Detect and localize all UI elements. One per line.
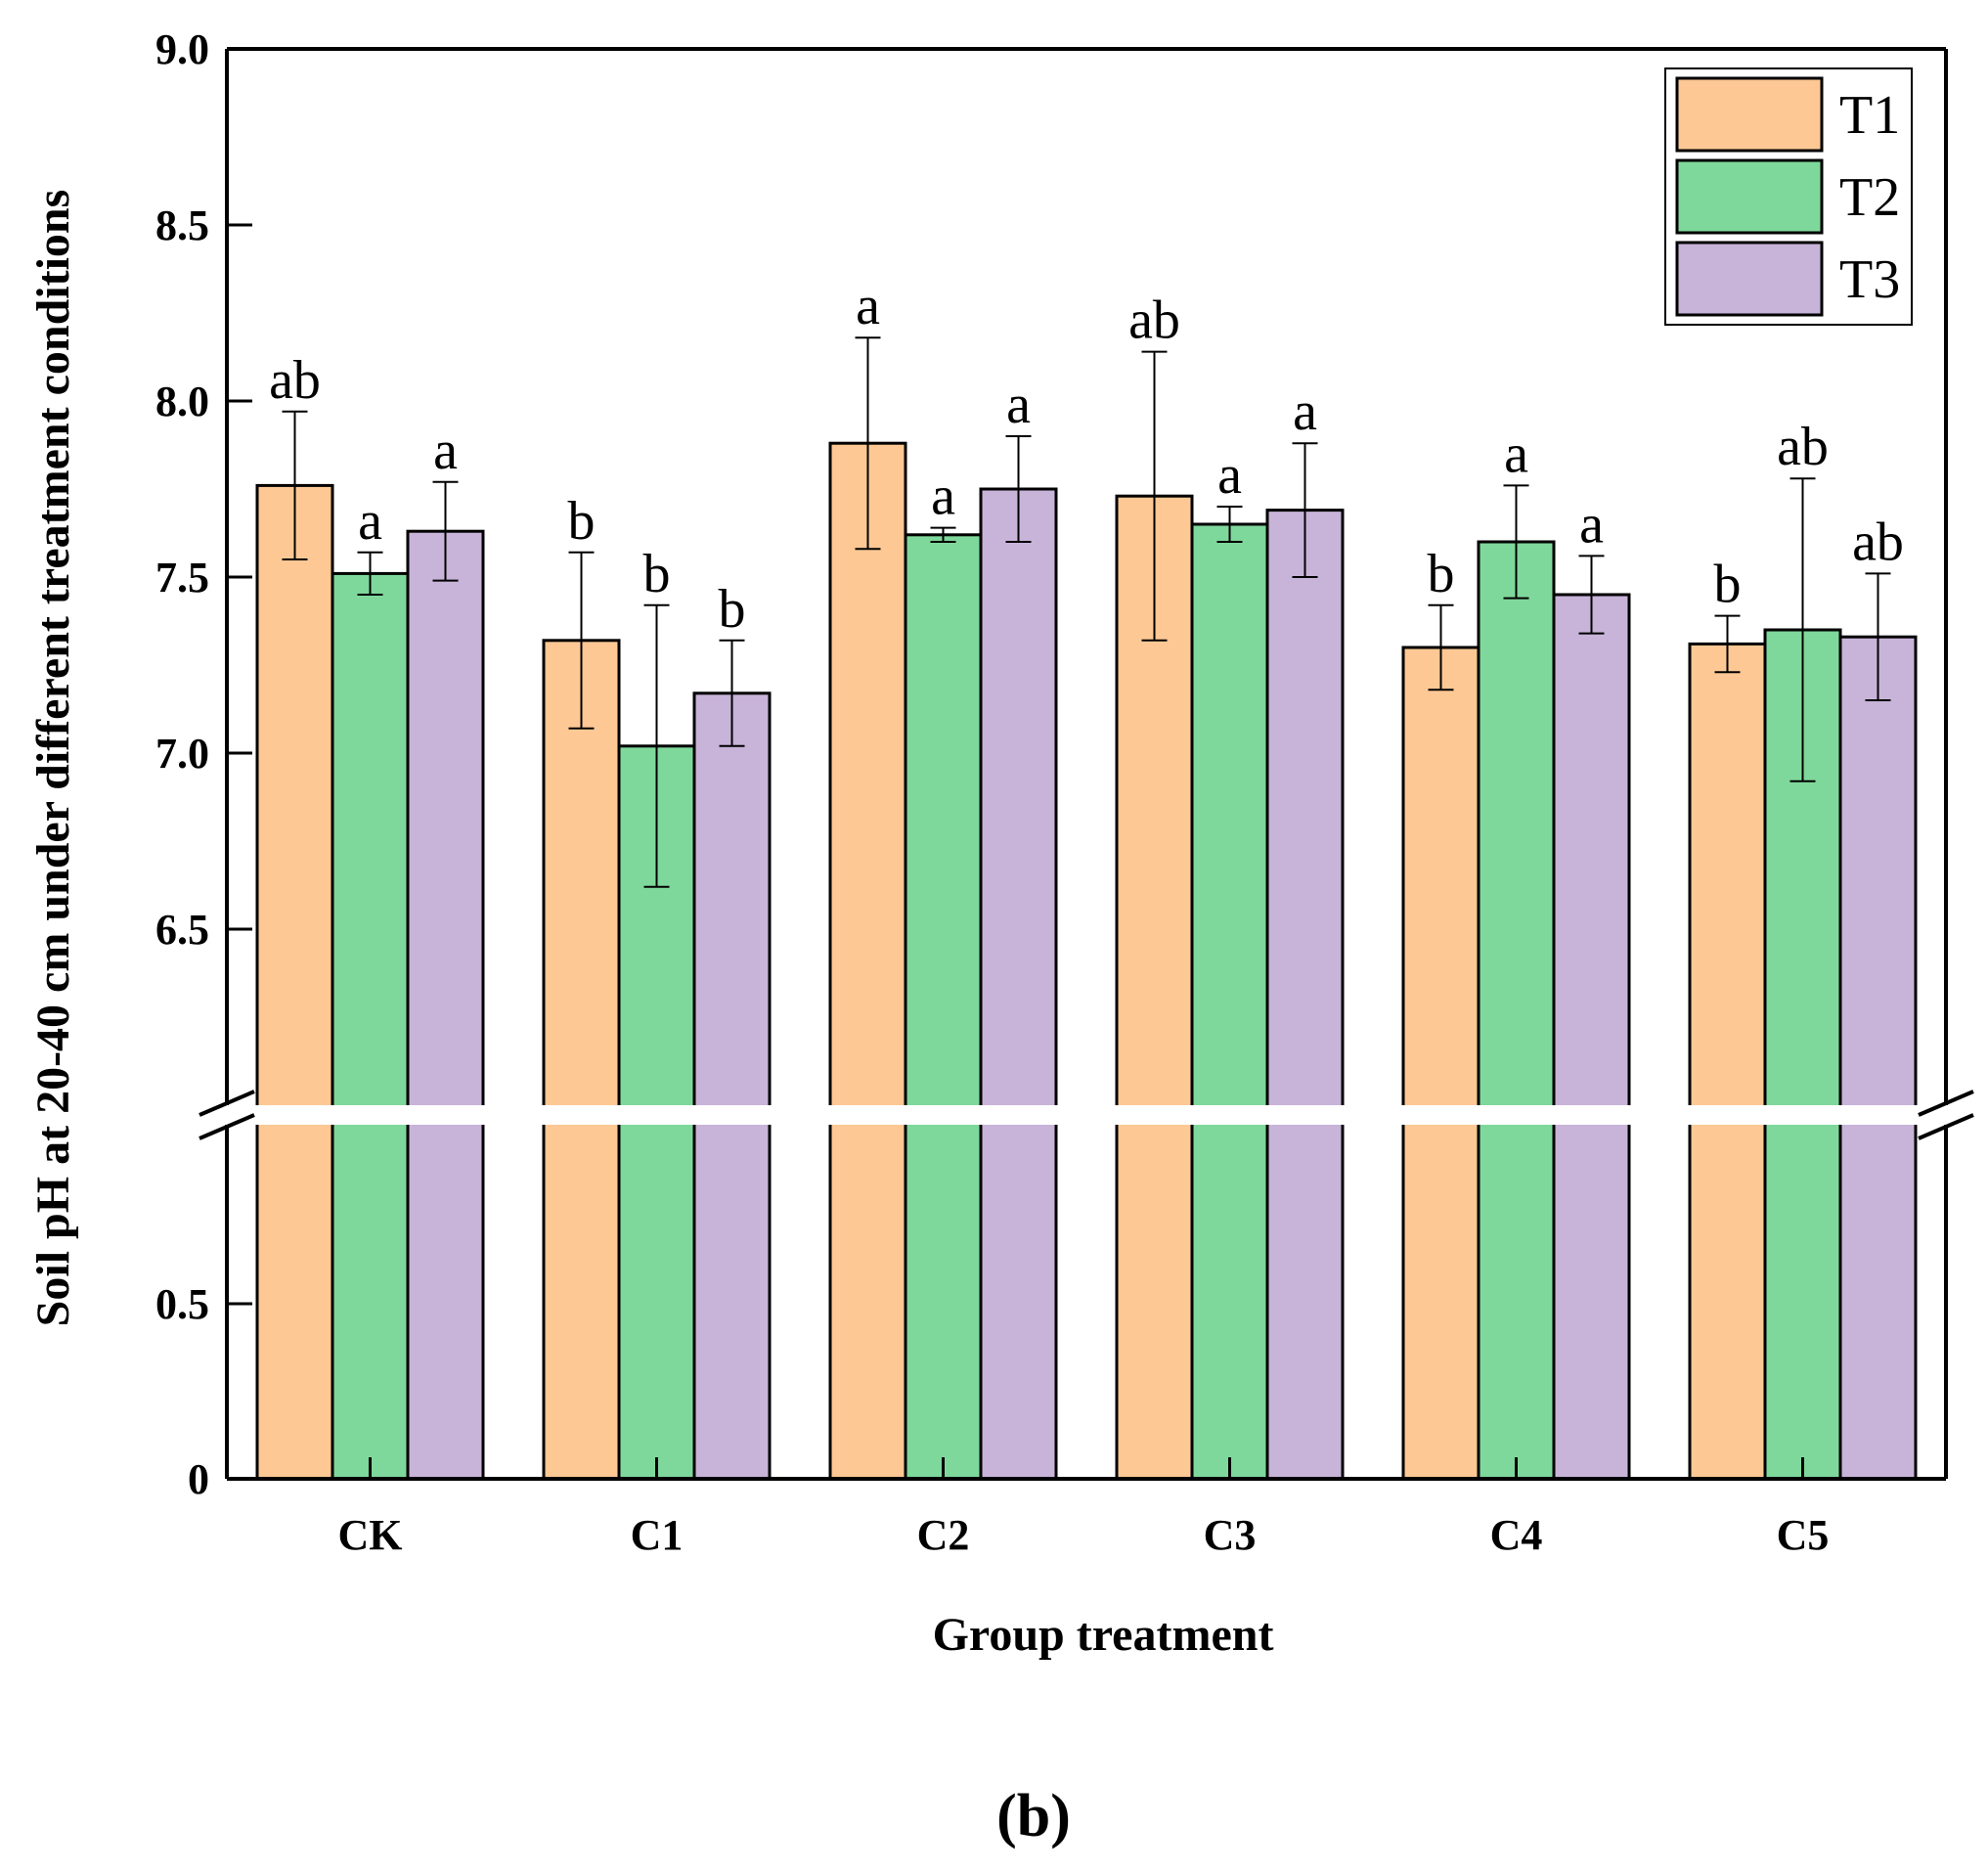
significance-label: ab xyxy=(1128,290,1180,351)
axis-break-band xyxy=(198,1105,1975,1125)
bar-t3-c1 xyxy=(692,691,772,1481)
bars-layer xyxy=(255,441,1918,1481)
bar-t1-c1 xyxy=(542,639,621,1481)
significance-label: a xyxy=(931,467,955,527)
significance-label: b xyxy=(1428,544,1455,604)
x-tick-label-c5: C5 xyxy=(1777,1511,1830,1559)
significance-label: b xyxy=(719,579,746,640)
legend-label-t3: T3 xyxy=(1839,249,1900,310)
bar-t1-c3 xyxy=(1115,494,1194,1481)
legend-swatch-t1 xyxy=(1675,76,1824,153)
y-tick-label: 9.0 xyxy=(155,25,209,73)
x-ticks-layer: CK C1 C2 C3 C4 C5 xyxy=(338,1457,1830,1559)
axis-break-mark-right xyxy=(1918,1090,1974,1117)
y-tick-label: 0 xyxy=(188,1455,209,1503)
significance-label: a xyxy=(358,491,382,552)
bar-t3-c2 xyxy=(979,487,1058,1481)
legend-label-t2: T2 xyxy=(1839,167,1900,228)
axis-break-mark-left xyxy=(199,1090,255,1117)
panel-label: (b) xyxy=(996,1783,1071,1849)
y-tick-label: 7.0 xyxy=(155,730,209,778)
significance-label: a xyxy=(1006,375,1031,435)
y-ticks-layer: 6.5 7.0 7.5 8.0 8.5 9.0 0 0.5 xyxy=(155,25,252,1503)
x-tick-label-c4: C4 xyxy=(1490,1511,1543,1559)
y-tick-label: 8.5 xyxy=(155,201,209,249)
significance-label: a xyxy=(1293,381,1317,442)
error-bars-layer xyxy=(282,336,1891,888)
axis-break-mark-right xyxy=(1918,1113,1974,1140)
bar-t1-c5 xyxy=(1688,642,1767,1481)
x-axis-title: Group treatment xyxy=(933,1609,1274,1661)
bar-t3-c5 xyxy=(1838,635,1918,1481)
bar-t2-c2 xyxy=(904,533,983,1481)
bar-t3-ck xyxy=(406,529,485,1481)
y-tick-label: 7.5 xyxy=(155,554,209,601)
bar-t2-c3 xyxy=(1190,522,1269,1481)
y-tick-label: 6.5 xyxy=(155,906,209,954)
significance-label: ab xyxy=(269,350,321,411)
significance-label: a xyxy=(433,421,458,481)
x-tick-label-c1: C1 xyxy=(631,1511,684,1559)
x-tick-label-ck: CK xyxy=(338,1511,403,1559)
bar-t1-c4 xyxy=(1401,646,1480,1481)
significance-label: a xyxy=(1579,494,1604,555)
significance-label: a xyxy=(1217,445,1242,506)
legend-label-t1: T1 xyxy=(1839,85,1900,146)
y-tick-label: 0.5 xyxy=(155,1280,209,1328)
x-tick-label-c3: C3 xyxy=(1204,1511,1257,1559)
bar-t1-ck xyxy=(255,483,334,1481)
significance-label: a xyxy=(1504,423,1528,484)
y-axis-title: Soil pH at 20-40 cm under different trea… xyxy=(27,190,79,1327)
bar-t1-c2 xyxy=(828,441,907,1481)
significance-label: b xyxy=(1714,555,1742,615)
significance-label: a xyxy=(856,276,880,336)
legend-swatch-t2 xyxy=(1675,158,1824,235)
bar-t3-c4 xyxy=(1552,593,1631,1481)
bar-t3-c3 xyxy=(1265,509,1345,1481)
bar-t2-ck xyxy=(331,571,410,1481)
significance-label: ab xyxy=(1852,512,1904,572)
significance-label: b xyxy=(568,491,596,552)
bar-t2-c4 xyxy=(1477,540,1556,1481)
axes-layer xyxy=(198,47,1975,1481)
significance-label: ab xyxy=(1777,417,1829,477)
significance-label: b xyxy=(643,544,671,604)
y-tick-label: 8.0 xyxy=(155,378,209,425)
x-tick-label-c2: C2 xyxy=(917,1511,970,1559)
legend: T1 T2 T3 xyxy=(1664,67,1913,326)
legend-swatch-t3 xyxy=(1675,241,1824,317)
axis-break-mark-left xyxy=(199,1113,255,1140)
